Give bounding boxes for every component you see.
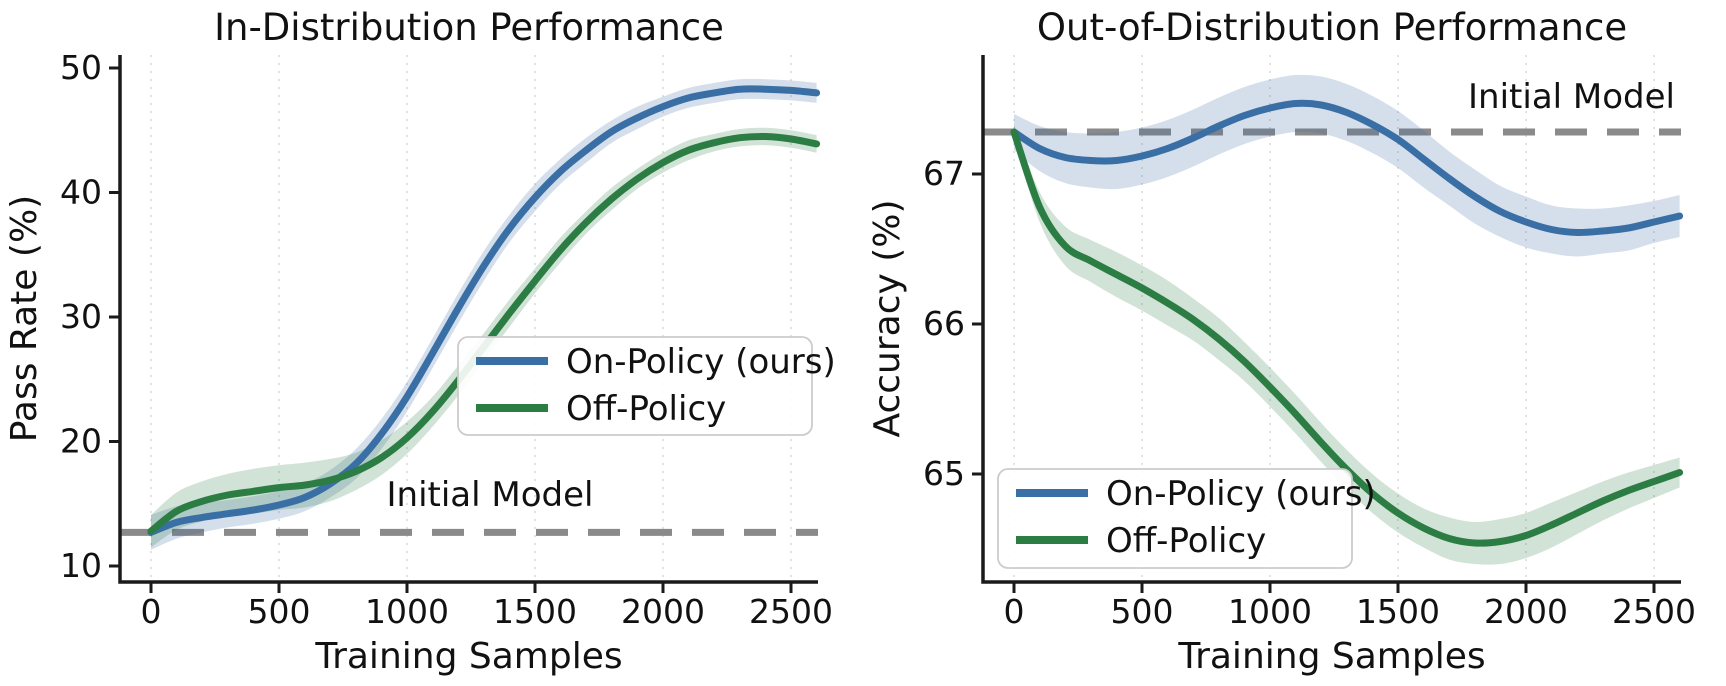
legend: On-Policy (ours) Off-Policy [997,468,1376,569]
in-distribution-panel: 0 500 1000 1500 2000 2500 10 20 30 40 50 In-Distrib… [4,6,836,677]
out-of-distribution-chart: 0 500 1000 1500 2000 2500 65 66 67 Out-of-Distrib… [867,6,1696,677]
x-tick-label: 500 [248,592,311,631]
x-tick-label: 0 [1004,592,1025,631]
y-tick-label: 67 [923,154,965,193]
x-tick-label: 500 [1111,592,1174,631]
x-tick-label: 1500 [1356,592,1440,631]
legend-label: On-Policy (ours) [1106,474,1376,514]
legend-label: Off-Policy [566,389,726,429]
out-of-distribution-panel: 0 500 1000 1500 2000 2500 65 66 67 Out-of-Distrib… [863,0,1726,686]
x-tick-label: 2000 [621,592,705,631]
x-tick-label: 2500 [749,592,833,631]
y-tick-label: 65 [923,454,965,493]
x-tick-label: 1000 [365,592,449,631]
y-tick-label: 50 [60,48,102,87]
x-tick-label: 1500 [493,592,577,631]
x-tick-label: 2500 [1612,592,1696,631]
x-tick-label: 1000 [1228,592,1312,631]
on-policy-line [1010,99,1684,237]
x-axis-label: Training Samples [1177,636,1485,677]
y-tick-label: 20 [60,422,102,461]
initial-model-label: Initial Model [1468,77,1675,117]
initial-model-label: Initial Model [387,475,594,515]
x-axis-label: Training Samples [314,636,622,677]
on-policy-line [147,85,821,536]
x-tick-label: 0 [141,592,162,631]
on-policy-band [151,78,817,550]
chart-title: Out-of-Distribution Performance [1037,6,1627,49]
x-tick-label: 2000 [1484,592,1568,631]
y-axis-label: Accuracy (%) [867,199,908,437]
legend: On-Policy (ours) Off-Policy [457,336,836,436]
legend-label: On-Policy (ours) [566,342,836,382]
on-policy-band [1014,74,1680,257]
y-axis-label: Pass Rate (%) [4,195,45,442]
y-tick-label: 10 [60,546,102,585]
in-distribution-chart: 0 500 1000 1500 2000 2500 10 20 30 40 50 In-Distrib… [4,6,836,677]
y-tick-label: 30 [60,297,102,336]
legend-label: Off-Policy [1106,521,1266,561]
axis-spines [118,55,818,584]
chart-title: In-Distribution Performance [214,6,724,49]
axis-spines [981,55,1681,584]
y-tick-label: 40 [60,173,102,212]
y-tick-label: 66 [923,304,965,343]
